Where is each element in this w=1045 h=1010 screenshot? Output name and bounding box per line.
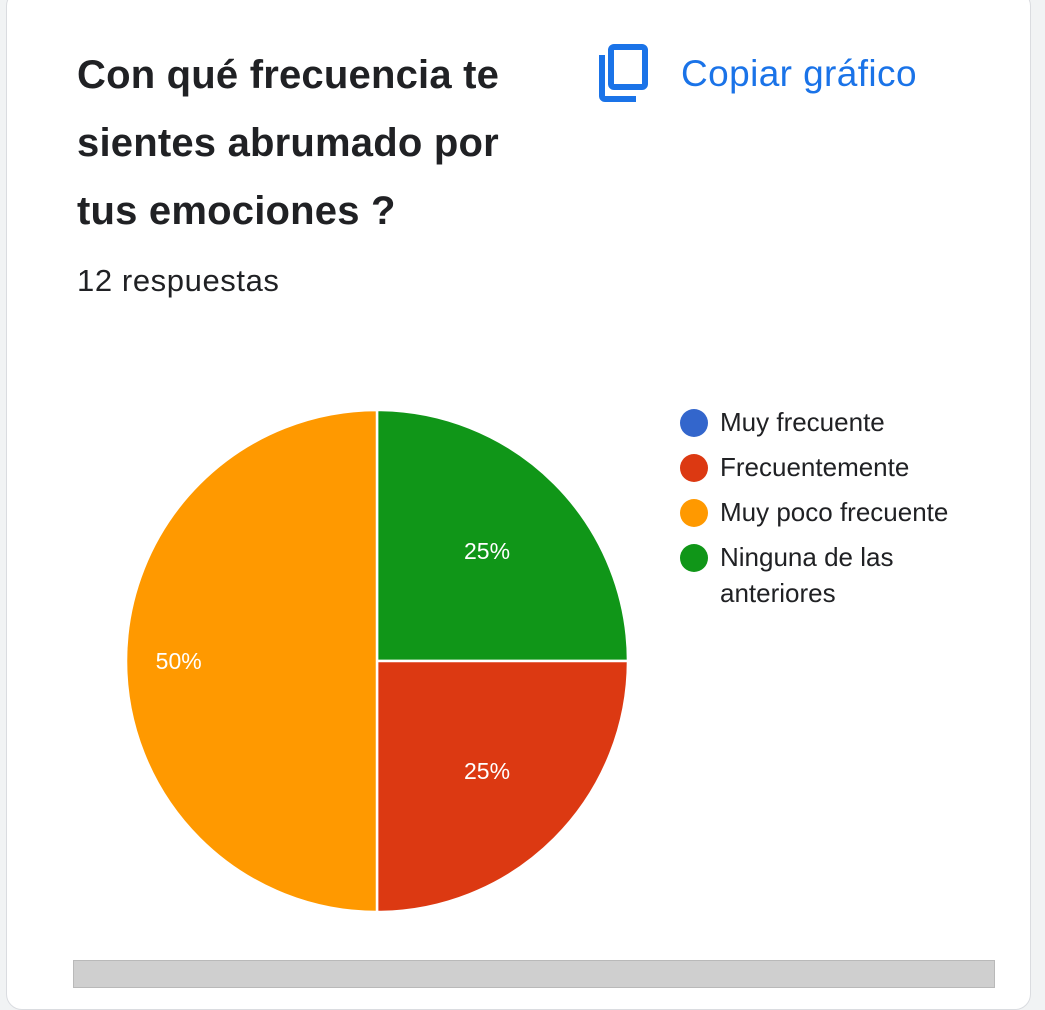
slice-label-frecuentemente: 25% bbox=[464, 758, 510, 784]
legend-item-muy-frecuente: Muy frecuente bbox=[680, 404, 980, 440]
horizontal-scrollbar[interactable] bbox=[73, 960, 995, 988]
legend-item-muy-poco-frecuente: Muy poco frecuente bbox=[680, 494, 980, 530]
copy-chart-label: Copiar gráfico bbox=[681, 53, 917, 94]
pie-slice-ninguna-de-las-anteriores[interactable] bbox=[375, 408, 630, 663]
slice-label-ninguna-de-las-anteriores: 25% bbox=[464, 538, 510, 564]
pie-slice-frecuentemente[interactable] bbox=[375, 659, 630, 914]
legend-swatch-muy-frecuente bbox=[680, 409, 708, 437]
chart-title: Con qué frecuencia te sientes abrumado p… bbox=[77, 53, 500, 233]
legend-swatch-muy-poco-frecuente bbox=[680, 499, 708, 527]
legend-label-frecuentemente: Frecuentemente bbox=[720, 452, 910, 482]
copy-chart-button[interactable]: Copiar gráfico bbox=[597, 44, 917, 104]
legend-label-muy-frecuente: Muy frecuente bbox=[720, 407, 885, 437]
legend-swatch-frecuentemente bbox=[680, 454, 708, 482]
legend-item-frecuentemente: Frecuentemente bbox=[680, 449, 980, 485]
legend-item-ninguna-de-las-anteriores: Ninguna de las anteriores bbox=[680, 539, 980, 611]
legend-label-ninguna-de-las-anteriores: Ninguna de las anteriores bbox=[720, 542, 894, 608]
pie-slice-muy-poco-frecuente[interactable] bbox=[124, 408, 379, 914]
copy-icon bbox=[597, 44, 651, 104]
response-count: 12 respuestas bbox=[77, 263, 280, 298]
slice-label-muy-poco-frecuente: 50% bbox=[156, 648, 202, 674]
chart-legend: Muy frecuente Frecuentemente Muy poco frec… bbox=[680, 404, 980, 620]
legend-swatch-ninguna-de-las-anteriores bbox=[680, 544, 708, 572]
legend-label-muy-poco-frecuente: Muy poco frecuente bbox=[720, 497, 949, 527]
